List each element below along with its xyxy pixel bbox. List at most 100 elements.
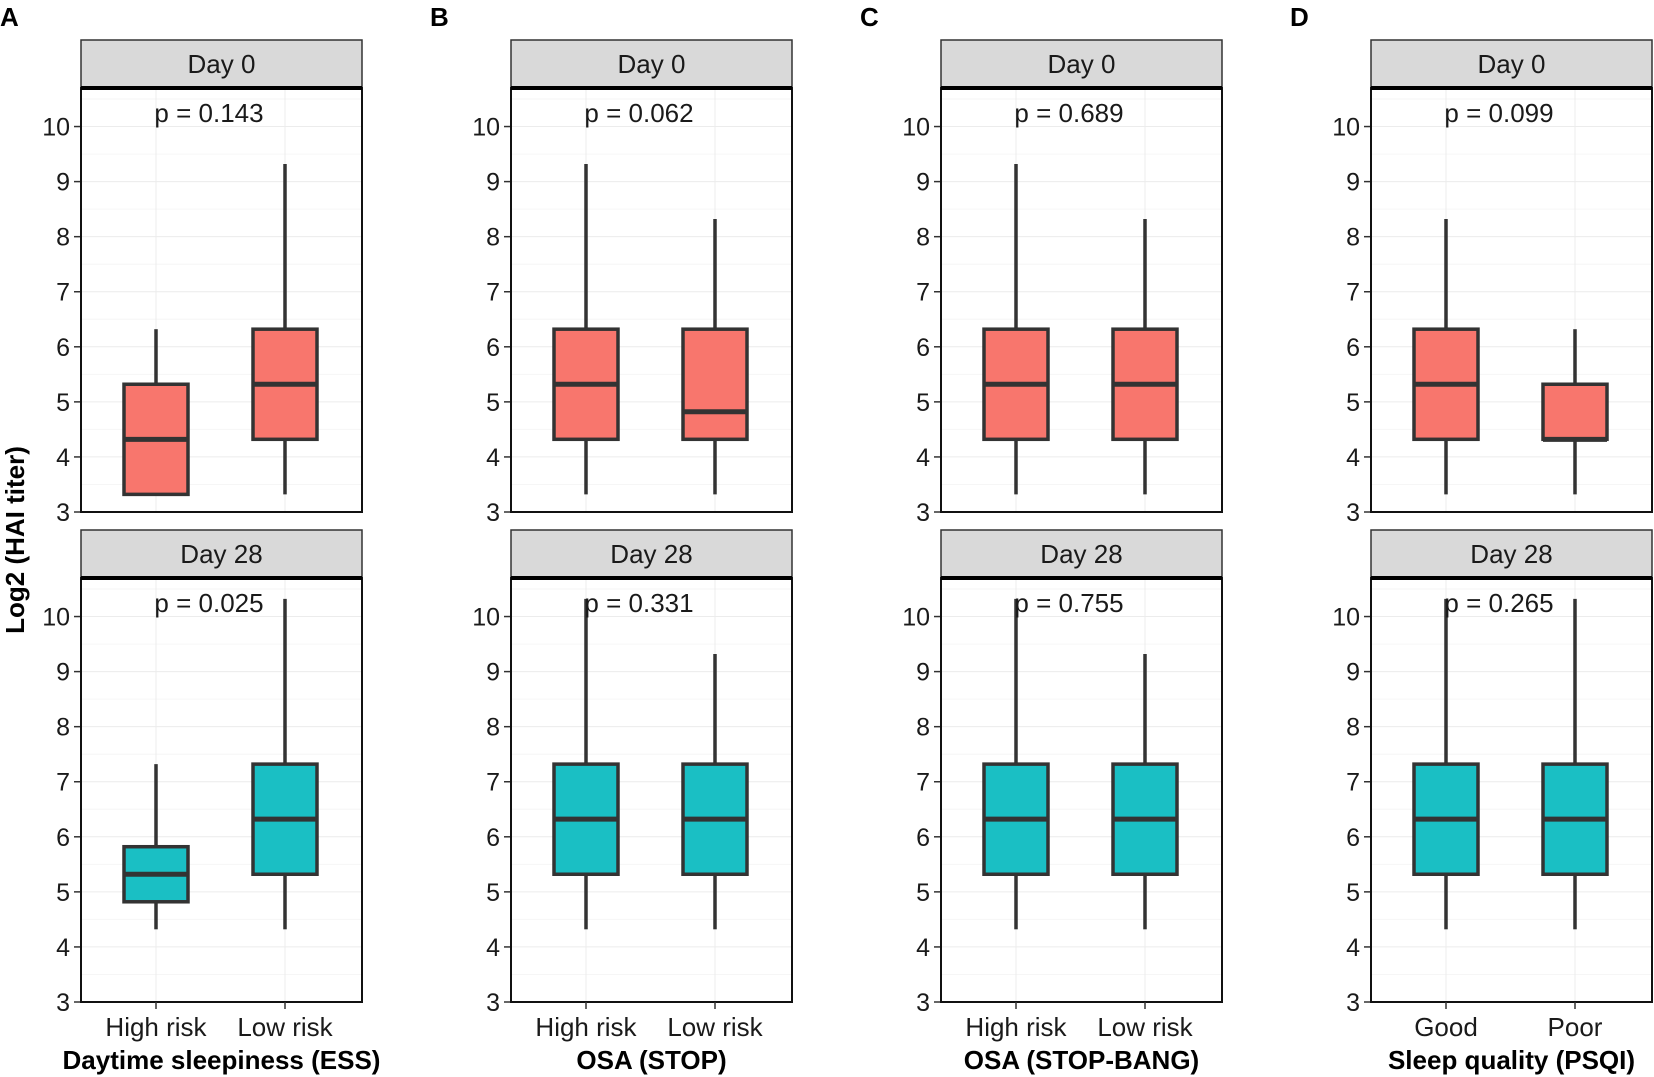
panel-a-day28-y-tick-label: 4 (56, 934, 70, 962)
panel-b-day28-y-tick-label: 6 (486, 824, 500, 852)
panel-c-day28-y-tick-label: 4 (916, 934, 930, 962)
panel-b-day0-y-tick-label: 6 (486, 334, 500, 362)
panel-c-day28-y-tick-label: 9 (916, 659, 930, 687)
panel-c-day0-y-tick-label: 4 (916, 444, 930, 472)
panel-b-day0-y-tick-label: 7 (486, 279, 500, 307)
panel-b-day0-p-value: p = 0.062 (584, 98, 693, 128)
panel-d-day0-p-value: p = 0.099 (1444, 98, 1553, 128)
panel-a-day0-strip-label: Day 0 (188, 49, 256, 79)
y-axis-title: Log2 (HAI titer) (0, 446, 30, 634)
panel-a-day0-strip (80, 39, 363, 89)
panel-a-day0-p-value: p = 0.143 (154, 98, 263, 128)
panel-a-day28-y-tick-label: 8 (56, 714, 70, 742)
panel-a-day28-y-tick-label: 6 (56, 824, 70, 852)
panel-a-letter: A (0, 2, 19, 32)
panel-b-letter: B (430, 2, 449, 32)
panel-a-day0-y-tick-label: 10 (42, 114, 70, 142)
panel-d-letter: D (1290, 2, 1309, 32)
panel-b-day0-plot-background (511, 88, 792, 512)
panel-d-day0-y-tick-label: 3 (1346, 499, 1360, 527)
panel-d-day28-strip-label: Day 28 (1470, 539, 1552, 569)
panel-b-x-tick-label: Low risk (667, 1012, 763, 1042)
panel-b-day0-y-tick-label: 10 (472, 114, 500, 142)
panel-c-x-tick-label: High risk (965, 1012, 1067, 1042)
panel-a-day28-y-tick-label: 7 (56, 769, 70, 797)
panel-d-x-tick-label: Good (1414, 1012, 1478, 1042)
panel-d-day28-y-tick-label: 3 (1346, 989, 1360, 1017)
panel-c-day0-p-value: p = 0.689 (1014, 98, 1123, 128)
panel-c-day0-strip (940, 39, 1223, 89)
panel-c-day28-y-tick-label: 7 (916, 769, 930, 797)
panel-a-day28-strip-label: Day 28 (180, 539, 262, 569)
panel-b-day0-y-tick-label: 5 (486, 389, 500, 417)
panel-c-day0-y-tick-label: 7 (916, 279, 930, 307)
panel-a-day0-y-tick-label: 9 (56, 169, 70, 197)
panel-b-day0-box-2-iqr-box (681, 327, 749, 442)
panel-a-day28-plot-background (81, 578, 362, 1002)
panel-d-day28-y-tick-label: 9 (1346, 659, 1360, 687)
panel-d-day28-y-tick-label: 7 (1346, 769, 1360, 797)
panel-d-day0-y-tick-label: 4 (1346, 444, 1360, 472)
panel-d-day28-p-value: p = 0.265 (1444, 588, 1553, 618)
panel-b-day28-p-value: p = 0.331 (584, 588, 693, 618)
panel-b-day0-y-tick-label: 8 (486, 224, 500, 252)
panel-a-x-tick-label: Low risk (237, 1012, 333, 1042)
panel-c-day0-y-tick-label: 9 (916, 169, 930, 197)
panel-a-day28-y-tick-label: 5 (56, 879, 70, 907)
panel-b-x-tick-label: High risk (535, 1012, 637, 1042)
panel-c-day28-p-value: p = 0.755 (1014, 588, 1123, 618)
panel-c-day0-y-tick-label: 8 (916, 224, 930, 252)
panel-d-x-tick-label: Poor (1548, 1012, 1603, 1042)
panel-b-day28-y-tick-label: 4 (486, 934, 500, 962)
panel-d-day0-strip (1370, 39, 1653, 89)
panel-d-day0-strip-label: Day 0 (1478, 49, 1546, 79)
panel-d-day0-box-2-iqr-box (1541, 382, 1609, 442)
panel-d-day28-y-tick-label: 8 (1346, 714, 1360, 742)
panel-c-x-axis-title: OSA (STOP-BANG) (964, 1045, 1199, 1075)
panel-c-day0-y-tick-label: 10 (902, 114, 930, 142)
panel-c-day0-plot-background (941, 88, 1222, 512)
panel-a-day0-y-tick-label: 4 (56, 444, 70, 472)
panel-b-day0-y-tick-label: 4 (486, 444, 500, 472)
panel-b-day28-y-tick-label: 10 (472, 604, 500, 632)
panel-b-day28-y-tick-label: 5 (486, 879, 500, 907)
panel-c-day28-y-tick-label: 6 (916, 824, 930, 852)
panel-c-letter: C (860, 2, 879, 32)
panel-d-day0-plot-background (1371, 88, 1652, 512)
panel-c-day28-y-tick-label: 8 (916, 714, 930, 742)
panel-c-day28-y-tick-label: 3 (916, 989, 930, 1017)
panel-b-day28-y-tick-label: 3 (486, 989, 500, 1017)
panel-d-x-axis-title: Sleep quality (PSQI) (1388, 1045, 1635, 1075)
panel-c-day0-y-tick-label: 3 (916, 499, 930, 527)
panel-d-day0-y-tick-label: 7 (1346, 279, 1360, 307)
panel-a-day28-strip (80, 529, 363, 579)
panel-b-x-axis-title: OSA (STOP) (576, 1045, 726, 1075)
panel-d-day28-y-tick-label: 5 (1346, 879, 1360, 907)
panel-d-day28-y-tick-label: 6 (1346, 824, 1360, 852)
panel-d-day0-y-tick-label: 5 (1346, 389, 1360, 417)
panel-d-day28-y-tick-label: 10 (1332, 604, 1360, 632)
panel-a-day0-y-tick-label: 6 (56, 334, 70, 362)
panel-d-day28-y-tick-label: 4 (1346, 934, 1360, 962)
panel-b-day0-y-tick-label: 3 (486, 499, 500, 527)
panel-d-day0-y-tick-label: 6 (1346, 334, 1360, 362)
panel-a-day0-y-tick-label: 8 (56, 224, 70, 252)
panel-a-x-tick-label: High risk (105, 1012, 207, 1042)
panel-b-day28-y-tick-label: 9 (486, 659, 500, 687)
panel-c-day0-strip-label: Day 0 (1048, 49, 1116, 79)
panel-a-x-axis-title: Daytime sleepiness (ESS) (63, 1045, 381, 1075)
panel-d-day0-y-tick-label: 9 (1346, 169, 1360, 197)
panel-b-day0-strip-label: Day 0 (618, 49, 686, 79)
panel-a-day28-y-tick-label: 9 (56, 659, 70, 687)
panel-d-day0-y-tick-label: 8 (1346, 224, 1360, 252)
panel-a-day0-y-tick-label: 7 (56, 279, 70, 307)
panel-c-day28-strip (940, 529, 1223, 579)
panel-a-day0-y-tick-label: 5 (56, 389, 70, 417)
panel-c-day28-y-tick-label: 5 (916, 879, 930, 907)
panel-a-day0-y-tick-label: 3 (56, 499, 70, 527)
panel-b-day28-y-tick-label: 8 (486, 714, 500, 742)
panel-b-day28-y-tick-label: 7 (486, 769, 500, 797)
panel-a-day28-y-tick-label: 3 (56, 989, 70, 1017)
panel-d-day0-y-tick-label: 10 (1332, 114, 1360, 142)
